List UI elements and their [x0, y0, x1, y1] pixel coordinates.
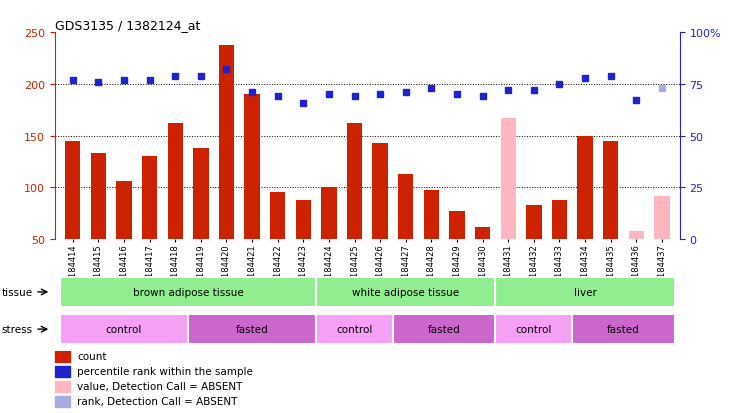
Bar	[346, 124, 362, 240]
Text: GDS3135 / 1382124_at: GDS3135 / 1382124_at	[55, 19, 200, 32]
Text: count: count	[77, 351, 107, 362]
Text: tissue: tissue	[1, 287, 33, 297]
Text: white adipose tissue: white adipose tissue	[352, 287, 459, 297]
Bar	[55, 366, 69, 377]
Bar	[55, 351, 69, 362]
Text: control: control	[336, 324, 373, 335]
Bar	[316, 278, 496, 307]
Text: rank, Detection Call = ABSENT: rank, Detection Call = ABSENT	[77, 396, 238, 406]
Text: liver: liver	[574, 287, 596, 297]
Text: control: control	[515, 324, 552, 335]
Bar	[393, 315, 496, 344]
Bar	[629, 231, 644, 240]
Bar	[270, 192, 285, 240]
Bar	[496, 278, 675, 307]
Bar	[552, 200, 567, 240]
Bar	[572, 315, 675, 344]
Bar	[142, 157, 157, 240]
Bar	[450, 211, 465, 240]
Bar	[321, 188, 336, 240]
Bar	[603, 142, 618, 240]
Text: value, Detection Call = ABSENT: value, Detection Call = ABSENT	[77, 381, 243, 392]
Bar	[60, 278, 316, 307]
Bar	[60, 315, 188, 344]
Bar	[91, 154, 106, 240]
Bar	[496, 315, 572, 344]
Bar	[398, 174, 414, 240]
Text: fasted: fasted	[428, 324, 461, 335]
Bar	[295, 200, 311, 240]
Bar	[188, 315, 316, 344]
Text: brown adipose tissue: brown adipose tissue	[132, 287, 243, 297]
Bar	[316, 315, 393, 344]
Bar	[654, 196, 670, 240]
Bar	[55, 396, 69, 407]
Bar	[475, 227, 491, 240]
Text: control: control	[106, 324, 142, 335]
Bar	[373, 143, 388, 240]
Bar	[501, 119, 516, 240]
Text: stress: stress	[1, 324, 33, 335]
Bar	[577, 136, 593, 240]
Bar	[167, 124, 183, 240]
Bar	[526, 206, 542, 240]
Bar	[193, 149, 208, 240]
Text: fasted: fasted	[235, 324, 268, 335]
Text: fasted: fasted	[607, 324, 640, 335]
Bar	[219, 45, 234, 240]
Bar	[244, 95, 260, 240]
Bar	[116, 182, 132, 240]
Text: percentile rank within the sample: percentile rank within the sample	[77, 366, 253, 377]
Bar	[65, 142, 80, 240]
Bar	[55, 381, 69, 392]
Bar	[424, 191, 439, 240]
